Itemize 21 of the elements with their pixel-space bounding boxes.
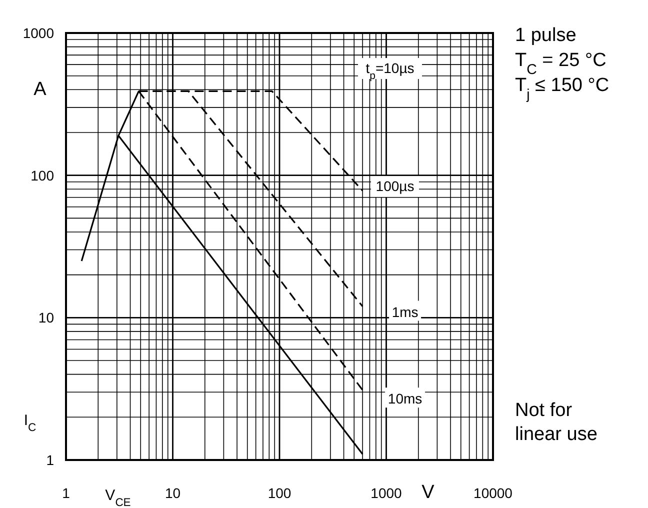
annotation: t$_{p}$=10µs <box>366 60 414 82</box>
annotation: 1ms <box>392 304 418 320</box>
text: V <box>422 482 435 503</box>
y-tick-label: 100 <box>30 167 54 184</box>
text: T$_{C}$ = 25 °C <box>515 50 606 78</box>
x-tick-label: 100 <box>268 485 292 501</box>
x-tick-label: 1 <box>62 485 70 501</box>
x-tick-label: 10 <box>164 485 181 501</box>
y-tick-label: 10 <box>38 310 54 326</box>
text: A <box>34 79 47 100</box>
annotation: 100µs <box>376 178 414 194</box>
x-tick-label: 1000 <box>370 485 402 501</box>
y-tick-label: 1000 <box>22 25 54 41</box>
text: Not for linear use <box>515 400 598 445</box>
x-tick-label: 10000 <box>474 485 513 501</box>
text: T$_{j}$ ≤ 150 °C <box>515 75 610 103</box>
text: 1 pulse <box>515 25 576 46</box>
y-axis-title: I$_{C}$ <box>24 412 36 434</box>
y-tick-label: 1 <box>46 452 54 468</box>
annotation: 10ms <box>388 390 422 407</box>
x-axis-title: V$_{CE}$ <box>105 487 132 508</box>
